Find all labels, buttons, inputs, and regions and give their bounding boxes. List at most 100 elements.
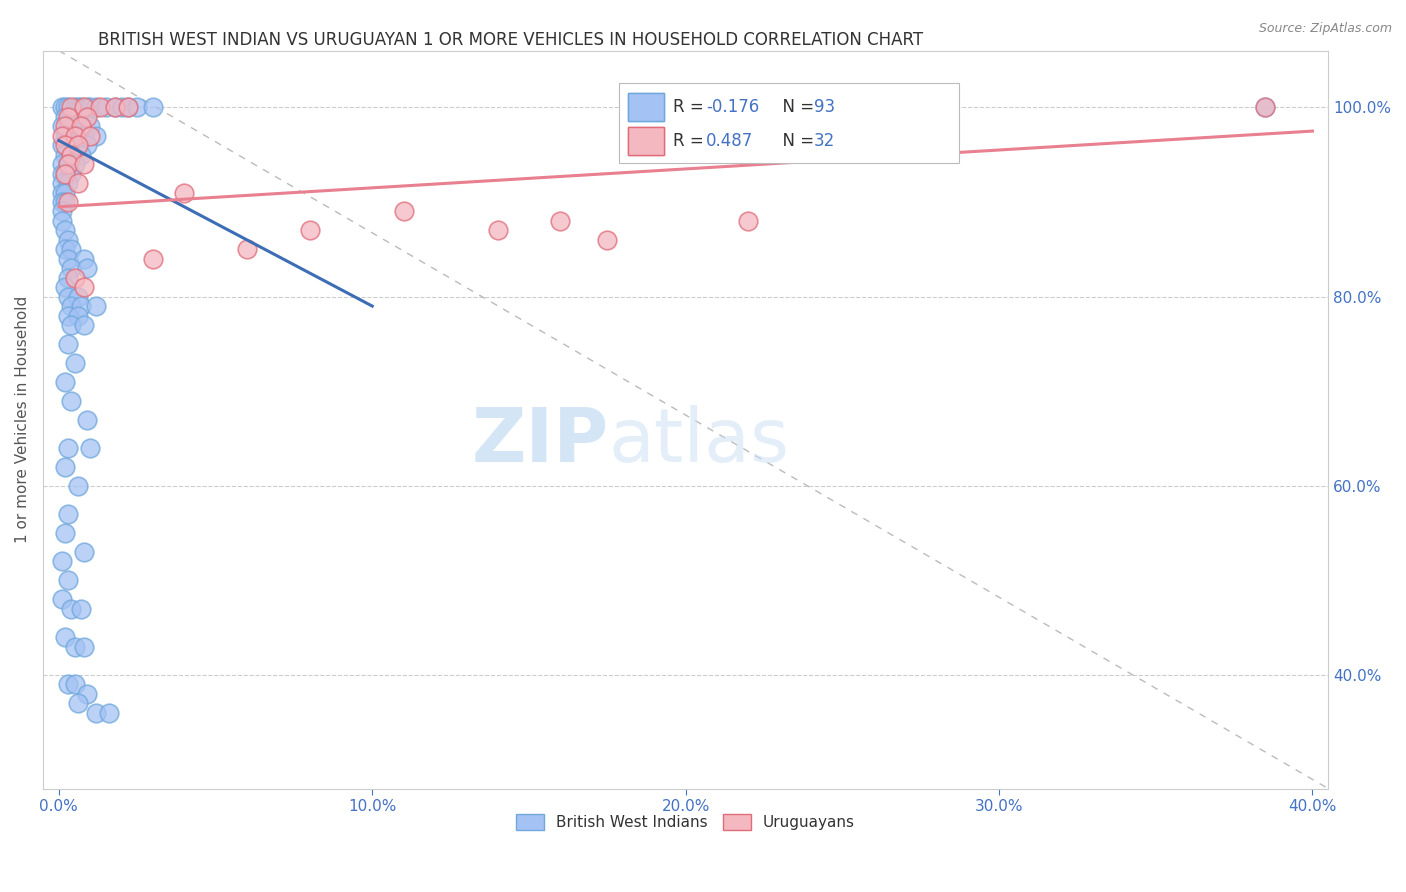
Point	[58, 194, 80, 209]
Point	[60, 261, 83, 276]
Point	[69, 120, 91, 134]
Point	[60, 167, 83, 181]
Point	[53, 167, 76, 181]
Point	[53, 630, 76, 644]
Text: ZIP: ZIP	[471, 405, 609, 478]
Point	[58, 677, 80, 691]
Point	[79, 128, 101, 143]
Point	[51, 157, 73, 171]
Point	[73, 100, 96, 114]
Point	[60, 110, 83, 124]
Point	[53, 243, 76, 257]
Text: R =: R =	[673, 98, 709, 116]
Point	[58, 233, 80, 247]
Point	[58, 110, 80, 124]
Point	[63, 356, 86, 370]
Point	[94, 100, 117, 114]
Point	[53, 167, 76, 181]
Text: -0.176: -0.176	[706, 98, 759, 116]
Point	[69, 602, 91, 616]
Point	[58, 100, 80, 114]
Point	[51, 138, 73, 153]
Point	[58, 157, 80, 171]
Point	[53, 223, 76, 237]
Point	[98, 706, 121, 720]
Point	[76, 138, 98, 153]
Point	[69, 147, 91, 161]
FancyBboxPatch shape	[619, 83, 959, 163]
Point	[51, 204, 73, 219]
Point	[58, 309, 80, 323]
Point	[63, 157, 86, 171]
Point	[127, 100, 149, 114]
Point	[66, 290, 89, 304]
Point	[51, 554, 73, 568]
Point	[73, 545, 96, 559]
Point	[66, 479, 89, 493]
Point	[596, 233, 619, 247]
Point	[60, 147, 83, 161]
Point	[550, 214, 572, 228]
Point	[79, 441, 101, 455]
Point	[51, 120, 73, 134]
Point	[60, 318, 83, 332]
Point	[66, 697, 89, 711]
Point	[392, 204, 415, 219]
Text: 93: 93	[814, 98, 835, 116]
Point	[73, 318, 96, 332]
Point	[298, 223, 321, 237]
Point	[73, 640, 96, 654]
Point	[1254, 100, 1277, 114]
Text: N =: N =	[772, 132, 820, 151]
Point	[76, 261, 98, 276]
Point	[79, 100, 101, 114]
Point	[117, 100, 139, 114]
Text: 0.487: 0.487	[706, 132, 754, 151]
Y-axis label: 1 or more Vehicles in Household: 1 or more Vehicles in Household	[15, 296, 30, 543]
Point	[76, 110, 98, 124]
Point	[86, 299, 108, 313]
Text: atlas: atlas	[609, 405, 790, 478]
Point	[53, 194, 76, 209]
Point	[63, 128, 86, 143]
Point	[58, 252, 80, 266]
Text: N =: N =	[772, 98, 820, 116]
Point	[89, 100, 111, 114]
Point	[51, 176, 73, 190]
Point	[66, 138, 89, 153]
Point	[63, 100, 86, 114]
Point	[53, 459, 76, 474]
Text: R =: R =	[673, 132, 709, 151]
Point	[53, 120, 76, 134]
Point	[58, 270, 80, 285]
Point	[58, 337, 80, 351]
Point	[142, 252, 165, 266]
Point	[76, 687, 98, 701]
Point	[1254, 100, 1277, 114]
Point	[73, 252, 96, 266]
Point	[66, 110, 89, 124]
Point	[58, 290, 80, 304]
Point	[69, 299, 91, 313]
Point	[66, 100, 89, 114]
Point	[76, 412, 98, 426]
Point	[51, 214, 73, 228]
Point	[63, 677, 86, 691]
Point	[173, 186, 195, 200]
Point	[53, 128, 76, 143]
Point	[73, 157, 96, 171]
Point	[69, 120, 91, 134]
Point	[486, 223, 509, 237]
Point	[737, 214, 759, 228]
Point	[53, 100, 76, 114]
Point	[63, 640, 86, 654]
Point	[73, 280, 96, 294]
Point	[63, 128, 86, 143]
Point	[53, 526, 76, 541]
Point	[58, 120, 80, 134]
Point	[73, 110, 96, 124]
Point	[51, 592, 73, 607]
Point	[58, 507, 80, 521]
Point	[51, 128, 73, 143]
Point	[66, 309, 89, 323]
